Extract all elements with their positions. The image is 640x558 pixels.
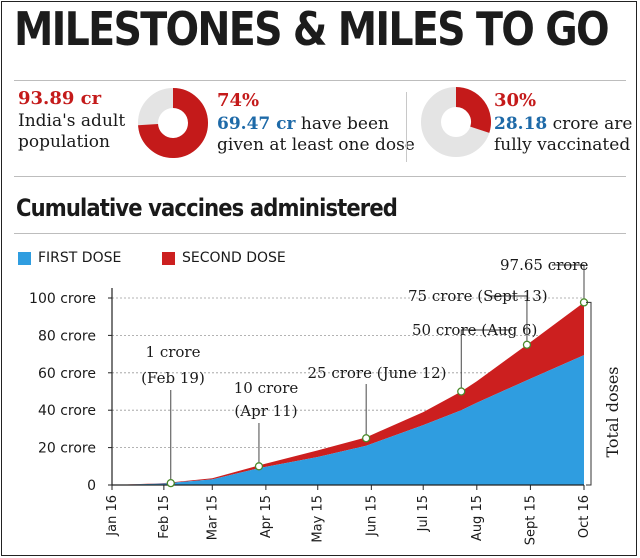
headline: MILESTONES & MILES TO GO <box>14 2 610 56</box>
y-tick-label: 100 crore <box>29 291 96 307</box>
milestone-label: 75 crore (Sept 13) <box>408 287 548 305</box>
stat-fully-vaccinated-percent: 30% <box>494 90 537 111</box>
x-tick-label: Jul 15 <box>416 495 431 532</box>
stat-fully-vaccinated-line1: crore are <box>552 114 633 134</box>
milestone-marker <box>362 434 371 443</box>
y-tick-label: 80 crore <box>38 328 96 344</box>
headline-divider <box>14 80 626 81</box>
chart-milestones: 1 crore (Feb 19) 10 crore (Apr 11) 25 crore … <box>141 256 588 488</box>
milestone-label: 97.65 crore <box>500 256 588 274</box>
section-title: Cumulative vaccines administered <box>16 194 398 222</box>
donut-chart-one-dose <box>138 88 208 158</box>
donut-one-dose-arc <box>138 88 208 158</box>
chart-areas <box>112 302 584 485</box>
x-tick-label: Oct 16 <box>577 495 592 538</box>
x-tick-label: May 15 <box>311 495 326 543</box>
donut-chart-fully-vaccinated <box>421 87 491 157</box>
legend-first-dose: FIRST DOSE <box>18 250 121 266</box>
total-doses-bracket: Total doses <box>586 301 622 486</box>
milestone-label: 10 crore <box>234 379 299 397</box>
x-tick-label: Jan 16 <box>105 495 120 537</box>
stat-fully-vaccinated-number: 28.18 <box>494 114 548 134</box>
stat-one-dose-line2: given at least one dose <box>217 135 415 155</box>
legend-first-dose-swatch <box>18 251 31 265</box>
stat-adult-population-value: 93.89 cr <box>18 88 102 109</box>
total-doses-bracket-line <box>586 301 592 486</box>
total-doses-label: Total doses <box>603 367 622 458</box>
donut-fully-vaccinated-arc <box>455 87 491 133</box>
legend-second-dose-label: SECOND DOSE <box>182 250 286 266</box>
legend-first-dose-label: FIRST DOSE <box>38 250 122 266</box>
chart-y-ticks: 0 20 crore 40 crore 60 crore 80 crore 100 cro… <box>29 291 112 494</box>
stat-fully-vaccinated: 30% 28.18 crore are fully vaccinated <box>494 90 632 156</box>
first-dose-area <box>112 355 584 485</box>
x-tick-label: Jun 15 <box>364 495 379 537</box>
second-dose-area <box>112 302 584 485</box>
chart-axes <box>111 288 584 486</box>
y-tick-label: 40 crore <box>38 403 96 419</box>
x-tick-label: Sept 15 <box>523 495 538 545</box>
legend-second-dose-swatch <box>162 251 175 265</box>
stats-divider <box>406 92 407 162</box>
milestone-date-label: (Apr 11) <box>234 402 297 420</box>
section-title-divider <box>14 233 626 234</box>
stat-one-dose-percent: 74% <box>217 90 260 111</box>
stat-one-dose-line1: have been <box>300 114 389 134</box>
x-tick-label: Apr 15 <box>259 495 274 538</box>
y-tick-label: 20 crore <box>38 441 96 457</box>
y-tick-label: 0 <box>87 478 96 494</box>
milestone-date-label: (Feb 19) <box>141 369 205 387</box>
milestone-marker <box>254 462 264 471</box>
y-tick-label: 60 crore <box>38 366 96 382</box>
milestone-label: 1 crore <box>146 343 201 361</box>
stat-one-dose-number: 69.47 cr <box>217 114 296 134</box>
milestone-label: 50 crore (Aug 6) <box>412 321 537 339</box>
legend-second-dose: SECOND DOSE <box>162 250 286 266</box>
x-tick-label: Mar 15 <box>205 495 220 540</box>
stat-one-dose: 74% 69.47 cr have been given at least on… <box>217 90 415 156</box>
x-tick-label: Feb 15 <box>157 495 172 539</box>
milestone-leader-line <box>552 264 585 303</box>
milestone-marker <box>457 387 466 396</box>
milestone-marker <box>166 478 175 488</box>
stat-adult-population: 93.89 cr India's adult population <box>18 88 125 153</box>
chart-x-ticks: Jan 16 Feb 15 Mar 15 Apr 15 May 15 Jun 15 Jul … <box>105 485 592 545</box>
stat-adult-population-line1: India's adult <box>18 111 126 131</box>
stat-adult-population-line2: population <box>18 132 110 152</box>
milestone-leader-line <box>490 295 528 345</box>
stat-fully-vaccinated-line2: fully vaccinated <box>494 135 631 155</box>
milestone-marker <box>522 340 532 349</box>
stats-bottom-divider <box>14 176 626 177</box>
milestone-leader-line <box>460 329 512 392</box>
milestone-label: 25 crore (June 12) <box>307 364 446 382</box>
x-tick-label: Aug 15 <box>470 495 485 541</box>
